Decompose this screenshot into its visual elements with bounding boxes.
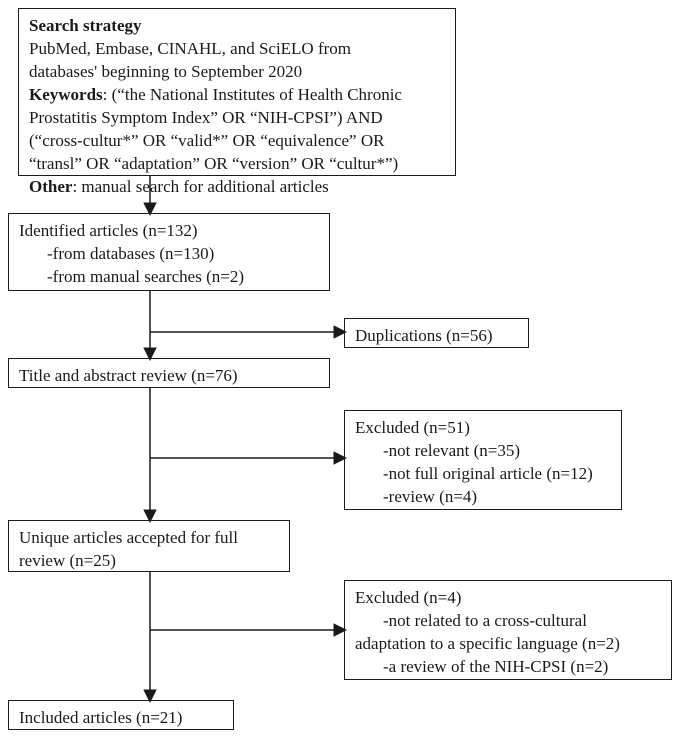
exc2-l4: -a review of the NIH-CPSI (n=2) xyxy=(355,657,608,676)
node-excluded-2: Excluded (n=4) -not related to a cross-c… xyxy=(344,580,672,680)
node-included: Included articles (n=21) xyxy=(8,700,234,730)
identified-l1: Identified articles (n=132) xyxy=(19,221,198,240)
kw3: (“cross-cultur*” OR “valid*” OR “equival… xyxy=(29,131,384,150)
exc1-l1: Excluded (n=51) xyxy=(355,418,470,437)
exc2-l2: -not related to a cross-cultural xyxy=(355,611,587,630)
exc1-l4: -review (n=4) xyxy=(355,487,477,506)
node-unique: Unique articles accepted for full review… xyxy=(8,520,290,572)
kw1: : (“the National Institutes of Health Ch… xyxy=(103,85,402,104)
exc2-l1: Excluded (n=4) xyxy=(355,588,461,607)
included-l1: Included articles (n=21) xyxy=(19,708,182,727)
titleabs-l1: Title and abstract review (n=76) xyxy=(19,366,238,385)
search-line2: databases' beginning to September 2020 xyxy=(29,62,302,81)
node-duplications: Duplications (n=56) xyxy=(344,318,529,348)
exc1-l2: -not relevant (n=35) xyxy=(355,441,520,460)
node-title-abstract: Title and abstract review (n=76) xyxy=(8,358,330,388)
node-excluded-1: Excluded (n=51) -not relevant (n=35) -no… xyxy=(344,410,622,510)
search-title: Search strategy xyxy=(29,16,142,35)
keywords-label: Keywords xyxy=(29,85,103,104)
exc2-l3: adaptation to a specific language (n=2) xyxy=(355,634,620,653)
kw2: Prostatitis Symptom Index” OR “NIH-CPSI”… xyxy=(29,108,383,127)
other-label: Other xyxy=(29,177,72,196)
kw4: “transl” OR “adaptation” OR “version” OR… xyxy=(29,154,398,173)
identified-l3: -from manual searches (n=2) xyxy=(19,267,244,286)
dup-l1: Duplications (n=56) xyxy=(355,326,493,345)
unique-l2: review (n=25) xyxy=(19,551,116,570)
node-search-strategy: Search strategy PubMed, Embase, CINAHL, … xyxy=(18,8,456,176)
node-identified: Identified articles (n=132) -from databa… xyxy=(8,213,330,291)
identified-l2: -from databases (n=130) xyxy=(19,244,214,263)
exc1-l3: -not full original article (n=12) xyxy=(355,464,593,483)
unique-l1: Unique articles accepted for full xyxy=(19,528,238,547)
search-line1: PubMed, Embase, CINAHL, and SciELO from xyxy=(29,39,351,58)
other-text: : manual search for additional articles xyxy=(72,177,328,196)
